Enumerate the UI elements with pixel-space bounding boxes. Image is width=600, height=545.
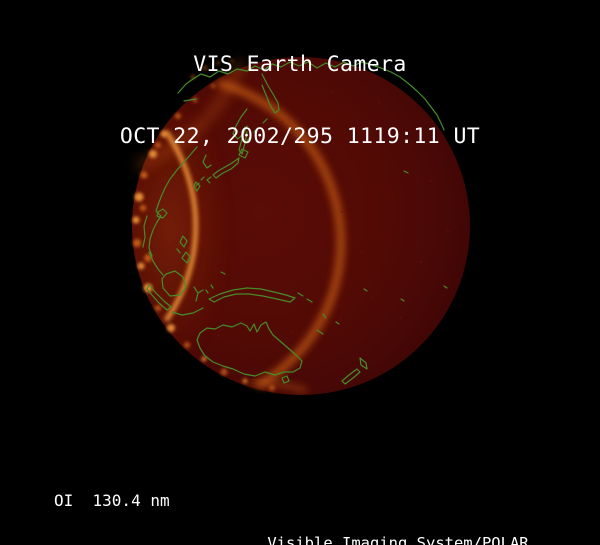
detector-noise [241,91,449,333]
coastline-japan-korea [202,148,249,184]
page-title: VIS Earth Camera [193,52,407,77]
limb-airglow [135,60,345,394]
instrument-credit-line: Visible Imaging System/POLAR [267,534,529,545]
coastline-philippines [176,235,191,264]
filter-wavelength-label: OI 130.4 nm [54,491,170,510]
timestamp-label: OCT 22, 2002/295 1119:11 UT [119,124,481,149]
coastline-overlay [142,61,448,385]
coastline-china-vietnam [142,146,198,257]
coastline-malay-indonesia [146,251,214,316]
image-header: VIS Earth Camera OCT 22, 2002/295 1119:1… [0,5,600,197]
coastline-new-guinea [208,287,296,303]
coastline-pacific-islands [220,170,448,335]
coastline-taiwan-ryukyu [193,176,205,192]
limb-speckles [132,59,275,391]
coastline-australia [196,321,303,384]
coastline-new-zealand [341,357,368,385]
coastline-siberia-alaska [177,61,445,131]
coastline-kamchatka [246,73,280,142]
data-artifact [149,111,161,126]
credit-block: Visible Imaging System/POLAR The Univers… [249,492,548,545]
